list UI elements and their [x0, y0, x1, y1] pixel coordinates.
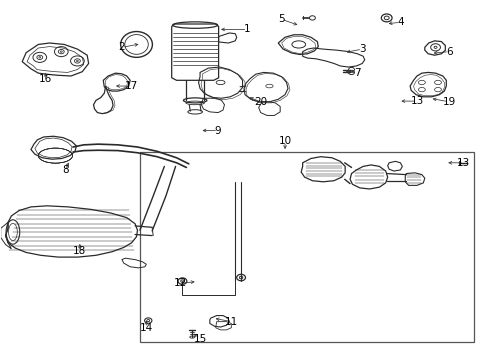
Text: 10: 10 [278, 136, 292, 146]
Text: 18: 18 [73, 246, 86, 256]
Text: 8: 8 [62, 165, 69, 175]
Text: 14: 14 [140, 323, 153, 333]
Text: 20: 20 [254, 97, 267, 107]
Text: 5: 5 [278, 14, 285, 24]
Text: 13: 13 [410, 96, 424, 106]
Text: 4: 4 [397, 17, 404, 27]
Text: 1: 1 [244, 24, 251, 35]
Text: 9: 9 [215, 126, 221, 135]
Text: 19: 19 [442, 97, 456, 107]
Text: 11: 11 [225, 317, 238, 327]
Bar [140, 152, 474, 342]
Text: 2: 2 [119, 42, 125, 52]
Text: 17: 17 [125, 81, 138, 91]
Text: 7: 7 [354, 68, 361, 78]
Text: 16: 16 [39, 74, 52, 84]
Text: 12: 12 [174, 278, 187, 288]
Text: 3: 3 [359, 44, 366, 54]
Text: 6: 6 [446, 46, 453, 57]
Text: 15: 15 [194, 333, 207, 343]
Text: 13: 13 [457, 158, 470, 168]
